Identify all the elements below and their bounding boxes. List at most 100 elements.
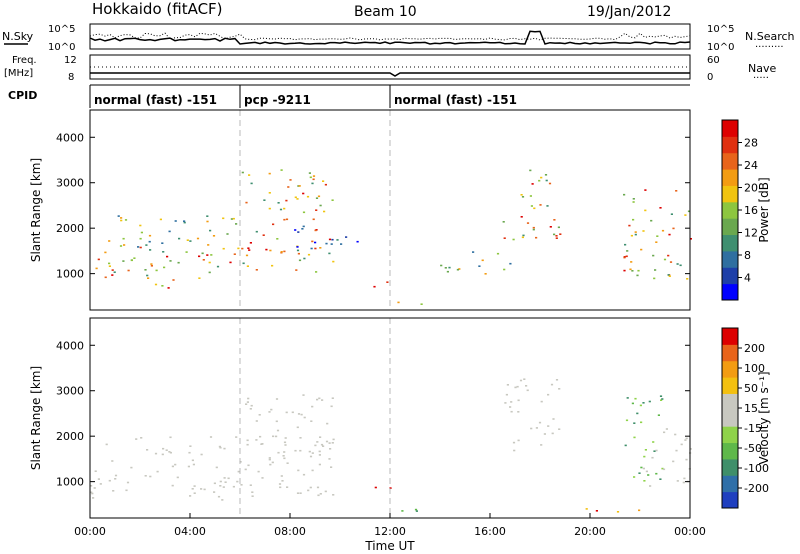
colorbar-swatch [722,360,738,378]
power-echo [241,171,244,174]
velocity-echo [401,510,404,512]
velocity-echo [187,465,190,468]
velocity-echo [322,445,325,447]
nave-legend: ····· [753,73,769,84]
velocity-echo [683,477,686,480]
velocity-echo [257,470,260,473]
power-echo [669,261,673,263]
power-echo [632,198,635,200]
power-echo [302,211,306,214]
y-tick-label: 4000 [56,339,84,352]
velocity-echo [680,443,683,446]
power-echo [133,257,136,259]
velocity-echo [299,449,302,452]
velocity-echo [255,439,258,441]
power-cbar-label: Power [dB] [757,177,771,242]
power-echo [448,266,451,269]
velocity-echo [309,455,313,458]
velocity-echo [189,495,192,497]
velocity-echo [247,397,250,400]
power-echo [644,209,647,212]
velocity-echo [659,478,662,480]
power-echo [297,185,300,187]
velocity-echo [325,440,329,443]
velocity-echo [509,406,512,408]
power-echo [302,192,305,195]
power-echo [159,218,162,221]
power-echo [209,229,212,232]
power-echo [532,228,535,231]
velocity-echo [192,463,195,466]
velocity-echo [643,480,646,482]
velocity-echo [114,478,117,480]
velocity-echo [271,461,274,464]
power-echo [668,275,671,277]
velocity-echo [260,443,263,445]
colorbar-swatch [722,169,738,186]
velocity-echo [505,393,508,396]
velocity-echo [284,444,287,446]
freq-label: Freq. [12,55,37,66]
power-echo [298,185,301,187]
power-echo [626,250,629,252]
velocity-echo [213,491,216,493]
power-echo [539,204,542,206]
velocity-echo [626,397,629,399]
velocity-echo [283,451,286,453]
velocity-echo [314,444,317,447]
power-echo [307,253,311,256]
power-echo [559,233,562,235]
power-echo [280,251,283,253]
x-tick-label: 08:00 [274,525,306,538]
velocity-colorbar: 200 100 50 15 -15 -50 -100 -200 [721,327,769,509]
velocity-echo [92,497,95,499]
velocity-echo [90,491,93,494]
power-echo [312,175,316,177]
power-echo [659,207,662,209]
power-echo [108,262,111,265]
velocity-echo [640,421,643,424]
colorbar-tick-label: 24 [744,159,758,172]
power-echo [689,238,692,240]
power-echo [637,269,640,272]
velocity-echo [283,457,286,460]
power-echo [650,219,653,222]
velocity-echo [209,436,213,438]
power-echo [496,252,500,255]
velocity-echo [311,469,314,472]
velocity-echo [255,420,258,422]
power-echo [212,235,216,237]
noise-tick-left-high: 10^5 [48,24,75,35]
power-colorbar: 28 24 20 16 12 8 4 [721,119,758,301]
velocity-echo [326,422,329,425]
velocity-echo [169,436,172,439]
power-echo [310,247,313,250]
power-echo [149,249,152,251]
velocity-echo [675,449,678,452]
power-echo [684,214,687,216]
power-echo [108,240,111,242]
noise-tick-right-low: 10^0 [707,42,734,53]
power-echo [210,254,213,256]
power-echo [656,235,659,237]
y-tick-label: 4000 [56,131,84,144]
freq-tick-high: 12 [64,55,77,66]
colorbar-tick-label: 8 [744,249,751,262]
power-echo [255,230,258,233]
power-echo [312,218,315,221]
velocity-echo [91,492,94,495]
nsearch-legend: ········· [755,42,784,53]
power-echo [322,180,325,182]
velocity-echo [223,477,226,479]
power-echo [144,269,147,271]
power-echo [298,259,302,262]
velocity-echo [283,441,287,444]
power-echo [331,199,334,201]
velocity-echo [302,394,305,396]
x-tick-label: 00:00 [674,525,706,538]
power-echo [446,270,449,273]
power-echo [255,269,258,271]
velocity-echo [219,480,222,483]
power-echo [162,251,165,253]
power-echo [532,226,535,229]
